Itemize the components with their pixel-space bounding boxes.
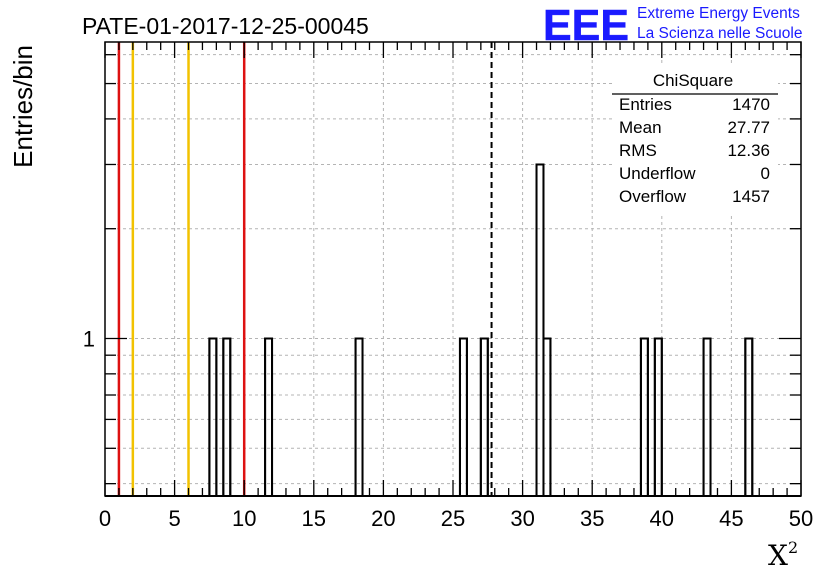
stats-row-mean: Mean 27.77 bbox=[619, 118, 770, 137]
x-tick-label: 25 bbox=[441, 506, 465, 531]
x-tick-label: 20 bbox=[371, 506, 395, 531]
stats-box-background bbox=[612, 64, 778, 214]
stats-value: 12.36 bbox=[727, 141, 770, 160]
stats-label: Underflow bbox=[619, 164, 696, 183]
x-tick-label: 45 bbox=[719, 506, 743, 531]
x-tick-label: 15 bbox=[302, 506, 326, 531]
x-axis-label-base: X bbox=[768, 539, 788, 572]
stats-value: 0 bbox=[761, 164, 770, 183]
stats-row-underflow: Underflow 0 bbox=[619, 164, 770, 183]
x-tick-label: 5 bbox=[168, 506, 180, 531]
stats-value: 1457 bbox=[732, 187, 770, 206]
x-tick-label: 30 bbox=[510, 506, 534, 531]
x-axis-label: X2 bbox=[768, 538, 798, 572]
stats-row-rms: RMS 12.36 bbox=[619, 141, 770, 160]
stats-row-entries: Entries 1470 bbox=[619, 95, 770, 114]
y-tick-label: 1 bbox=[83, 327, 95, 352]
stats-value: 1470 bbox=[732, 95, 770, 114]
eee-logo-line2: La Scienza nelle Scuole bbox=[637, 25, 802, 42]
stats-label: Mean bbox=[619, 118, 662, 137]
eee-logo: EEE Extreme Energy Events La Scienza nel… bbox=[543, 1, 803, 51]
axes: 0 5 10 15 20 25 30 35 40 45 50 1 bbox=[83, 41, 813, 531]
x-tick-label: 50 bbox=[789, 506, 813, 531]
stats-row-overflow: Overflow 1457 bbox=[619, 187, 770, 206]
stats-box: ChiSquare Entries 1470 Mean 27.77 RMS 12… bbox=[612, 64, 778, 214]
eee-logo-line1: Extreme Energy Events bbox=[637, 5, 800, 22]
y-axis-label: Entries/bin bbox=[8, 45, 38, 168]
x-tick-label: 35 bbox=[580, 506, 604, 531]
x-axis-label-superscript: 2 bbox=[788, 538, 798, 557]
eee-logo-mark: EEE bbox=[543, 1, 629, 50]
x-tick-label: 0 bbox=[99, 506, 111, 531]
stats-box-title: ChiSquare bbox=[653, 71, 733, 90]
x-tick-label: 40 bbox=[650, 506, 674, 531]
stats-label: Entries bbox=[619, 95, 672, 114]
chart-title: PATE-01-2017-12-25-00045 bbox=[82, 13, 369, 39]
stats-value: 27.77 bbox=[727, 118, 770, 137]
stats-label: Overflow bbox=[619, 187, 687, 206]
x-tick-label: 10 bbox=[232, 506, 256, 531]
stats-label: RMS bbox=[619, 141, 657, 160]
reference-lines bbox=[117, 42, 493, 496]
